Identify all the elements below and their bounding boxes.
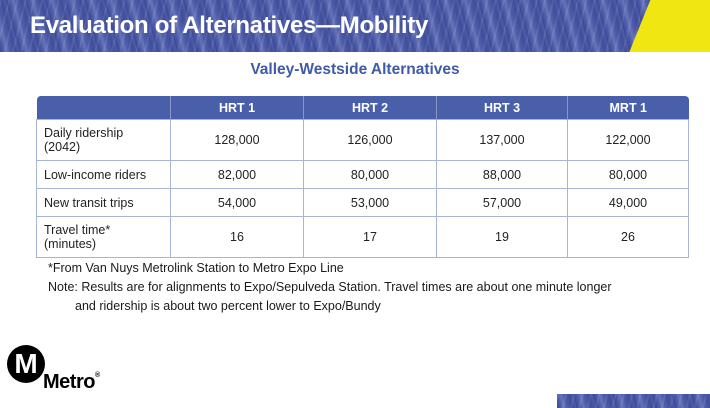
row-label: New transit trips [36,188,171,217]
registered-mark: ® [94,372,100,379]
cell-value: 122,000 [567,119,689,161]
table-row-travel-time: Travel time* (minutes) 16 17 19 26 [36,216,689,258]
cell-value: 17 [303,216,437,258]
cell-value: 88,000 [436,160,568,189]
row-label-text: Daily ridership [44,126,124,140]
alternatives-table-wrapper: HRT 1 HRT 2 HRT 3 MRT 1 Daily ridership … [36,96,689,258]
cell-value: 80,000 [303,160,437,189]
slide-subtitle: Valley-Westside Alternatives [250,61,460,78]
column-header-blank [36,96,171,120]
metro-wordmark-text: Metro [43,371,95,393]
column-header-hrt3: HRT 3 [436,96,568,120]
footnote-note-line2: and ridership is about two percent lower… [75,299,381,313]
cell-value: 57,000 [436,188,568,217]
row-label: Low-income riders [36,160,171,189]
cell-value: 82,000 [170,160,304,189]
cell-value: 54,000 [170,188,304,217]
metro-logo: M Metro® [7,345,187,395]
cell-value: 126,000 [303,119,437,161]
row-label-text: Travel time* [44,223,111,237]
footnote-asterisk: *From Van Nuys Metrolink Station to Metr… [48,261,344,275]
metro-wordmark: Metro® [43,371,100,394]
metro-monogram-icon: M [7,345,45,383]
title-banner: Evaluation of Alternatives—Mobility [0,0,710,52]
table-row-low-income: Low-income riders 82,000 80,000 88,000 8… [36,160,689,189]
bottom-accent-strip [557,394,710,408]
cell-value: 26 [567,216,689,258]
yellow-accent-wedge [629,0,710,52]
slide-title: Evaluation of Alternatives—Mobility [30,12,429,39]
cell-value: 128,000 [170,119,304,161]
row-label: Daily ridership (2042) [36,119,171,161]
row-label: Travel time* (minutes) [36,216,171,258]
cell-value: 80,000 [567,160,689,189]
column-header-hrt1: HRT 1 [170,96,304,120]
column-header-hrt2: HRT 2 [303,96,437,120]
alternatives-table: HRT 1 HRT 2 HRT 3 MRT 1 Daily ridership … [36,96,689,258]
table-row-daily-ridership: Daily ridership (2042) 128,000 126,000 1… [36,119,689,161]
cell-value: 16 [170,216,304,258]
table-header-row: HRT 1 HRT 2 HRT 3 MRT 1 [36,96,689,120]
cell-value: 19 [436,216,568,258]
cell-value: 49,000 [567,188,689,217]
row-sublabel-text: (minutes) [44,237,97,251]
footnote-note-line1: Note: Results are for alignments to Expo… [48,280,612,294]
cell-value: 137,000 [436,119,568,161]
table-row-new-transit-trips: New transit trips 54,000 53,000 57,000 4… [36,188,689,217]
row-sublabel-text: (2042) [44,140,81,154]
column-header-mrt1: MRT 1 [567,96,689,120]
cell-value: 53,000 [303,188,437,217]
footnotes: *From Van Nuys Metrolink Station to Metr… [48,259,668,316]
